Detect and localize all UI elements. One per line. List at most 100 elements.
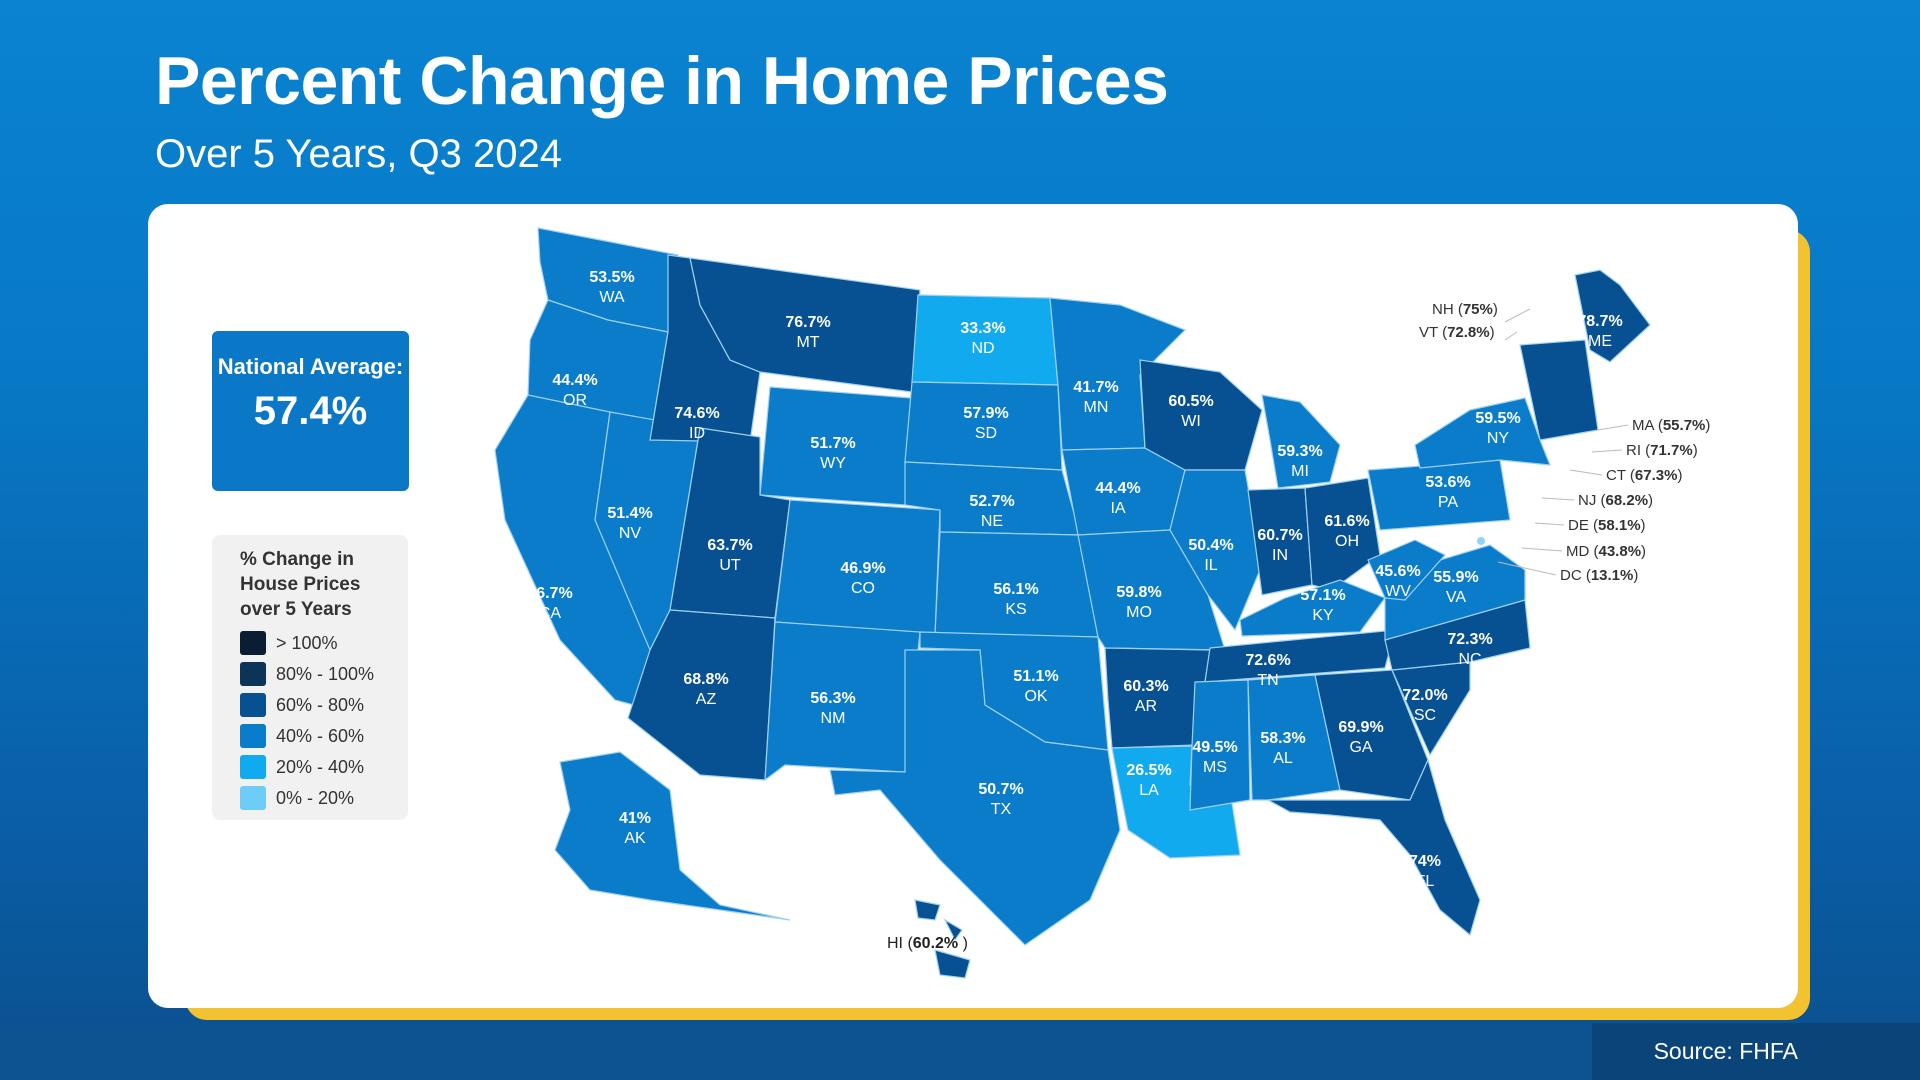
state-value-mi: 59.3% bbox=[1277, 443, 1322, 460]
page-title: Percent Change in Home Prices bbox=[155, 43, 1169, 119]
state-abbr-in: IN bbox=[1272, 547, 1288, 564]
state-value-ga: 69.9% bbox=[1338, 719, 1383, 736]
page-subtitle: Over 5 Years, Q3 2024 bbox=[155, 132, 562, 176]
state-value-ne: 52.7% bbox=[969, 493, 1014, 510]
state-shape-il bbox=[1169, 469, 1263, 632]
state-shape-me bbox=[1574, 269, 1651, 363]
state-value-wi: 60.5% bbox=[1168, 393, 1213, 410]
state-value-wy: 51.7% bbox=[810, 435, 855, 452]
state-shape-al bbox=[1247, 674, 1341, 801]
state-shape-mt bbox=[689, 257, 921, 393]
state-value-sd: 57.9% bbox=[963, 405, 1008, 422]
state-abbr-wv: WV bbox=[1385, 583, 1411, 600]
callout-label-de: DE (58.1%) bbox=[1568, 517, 1646, 534]
state-abbr-nm: NM bbox=[821, 710, 846, 727]
state-abbr-oh: OH bbox=[1335, 533, 1359, 550]
state-value-il: 50.4% bbox=[1188, 537, 1233, 554]
state-value-sc: 72.0% bbox=[1402, 687, 1447, 704]
state-value-wv: 45.6% bbox=[1375, 563, 1420, 580]
callout-leader-dc bbox=[1497, 561, 1557, 576]
state-abbr-ny: NY bbox=[1487, 430, 1510, 447]
state-abbr-sd: SD bbox=[975, 425, 997, 442]
state-abbr-nv: NV bbox=[619, 525, 642, 542]
state-abbr-nc: NC bbox=[1458, 651, 1481, 668]
callout-leader-ct bbox=[1569, 469, 1603, 476]
legend-label: 0% - 20% bbox=[276, 788, 355, 808]
state-abbr-il: IL bbox=[1204, 557, 1217, 574]
legend-swatch bbox=[240, 662, 266, 686]
state-value-mt: 76.7% bbox=[785, 314, 830, 331]
state-abbr-fl: FL bbox=[1416, 873, 1435, 890]
state-value-nm: 56.3% bbox=[810, 690, 855, 707]
state-abbr-ia: IA bbox=[1110, 500, 1125, 517]
state-abbr-la: LA bbox=[1139, 782, 1159, 799]
state-value-me: 78.7% bbox=[1577, 313, 1622, 330]
legend-label: 20% - 40% bbox=[276, 757, 365, 777]
callout-label-ma: MA (55.7%) bbox=[1632, 417, 1710, 434]
state-shape-ny bbox=[1414, 397, 1551, 469]
callout-leader-nh bbox=[1504, 308, 1531, 323]
state-value-mo: 59.8% bbox=[1116, 584, 1161, 601]
state-abbr-co: CO bbox=[851, 580, 875, 597]
state-value-ar: 60.3% bbox=[1123, 678, 1168, 695]
state-value-oh: 61.6% bbox=[1324, 513, 1369, 530]
national-average-box: National Average: 57.4% bbox=[212, 331, 409, 491]
source-credit: Source: FHFA bbox=[1653, 1038, 1798, 1064]
state-value-ca: 46.7% bbox=[527, 585, 572, 602]
callout-label-ri: RI (71.7%) bbox=[1626, 442, 1698, 459]
national-average-label: National Average: bbox=[217, 354, 404, 379]
state-abbr-mo: MO bbox=[1126, 604, 1152, 621]
national-average-value: 57.4% bbox=[253, 389, 368, 433]
legend-label: 40% - 60% bbox=[276, 726, 365, 746]
state-abbr-ga: GA bbox=[1349, 739, 1372, 756]
callout-label-dc: DC (13.1%) bbox=[1560, 567, 1638, 584]
state-abbr-or: OR bbox=[563, 392, 587, 409]
state-abbr-id: ID bbox=[689, 425, 705, 442]
state-value-fl: 74% bbox=[1409, 853, 1441, 870]
state-shape-ms bbox=[1189, 679, 1251, 811]
state-shape-mi bbox=[1261, 394, 1341, 489]
state-value-ms: 49.5% bbox=[1192, 739, 1237, 756]
state-value-ut: 63.7% bbox=[707, 537, 752, 554]
state-abbr-wa: WA bbox=[599, 289, 625, 306]
callout-leader-de bbox=[1534, 522, 1565, 526]
state-shape-tn bbox=[1204, 629, 1396, 683]
callout-label-vt: VT (72.8%) bbox=[1419, 324, 1495, 341]
callout-label-ct: CT (67.3%) bbox=[1606, 467, 1682, 484]
map-legend: % Change in House Prices over 5 Years > … bbox=[212, 535, 408, 820]
state-value-la: 26.5% bbox=[1126, 762, 1171, 779]
legend-label: > 100% bbox=[276, 633, 338, 653]
state-abbr-pa: PA bbox=[1438, 494, 1458, 511]
state-value-nv: 51.4% bbox=[607, 505, 652, 522]
state-value-co: 46.9% bbox=[840, 560, 885, 577]
state-shape-wv bbox=[1367, 539, 1446, 601]
state-value-tx: 50.7% bbox=[978, 781, 1023, 798]
state-value-in: 60.7% bbox=[1257, 527, 1302, 544]
state-value-mn: 41.7% bbox=[1073, 379, 1118, 396]
legend-swatch bbox=[240, 786, 266, 810]
state-abbr-ok: OK bbox=[1024, 688, 1047, 705]
state-shape-wi bbox=[1139, 359, 1263, 471]
legend-swatch bbox=[240, 693, 266, 717]
state-value-ak: 41% bbox=[619, 810, 651, 827]
state-abbr-tn: TN bbox=[1257, 672, 1278, 689]
state-abbr-mi: MI bbox=[1291, 463, 1309, 480]
state-shape-oh bbox=[1304, 477, 1381, 591]
callout-leader-vt bbox=[1504, 331, 1518, 341]
legend-swatch bbox=[240, 724, 266, 748]
state-value-ia: 44.4% bbox=[1095, 480, 1140, 497]
state-abbr-tx: TX bbox=[991, 801, 1012, 818]
legend-swatch bbox=[240, 631, 266, 655]
callout-label-nh: NH (75%) bbox=[1432, 301, 1498, 318]
state-value-tn: 72.6% bbox=[1245, 652, 1290, 669]
state-label-hi: HI (60.2% ) bbox=[887, 935, 968, 952]
callout-leader-ri bbox=[1591, 449, 1623, 453]
state-value-wa: 53.5% bbox=[589, 269, 634, 286]
callout-leader-md bbox=[1521, 547, 1563, 552]
state-abbr-az: AZ bbox=[696, 691, 717, 708]
state-value-az: 68.8% bbox=[683, 671, 728, 688]
state-value-ok: 51.1% bbox=[1013, 668, 1058, 685]
state-abbr-ms: MS bbox=[1203, 759, 1227, 776]
state-abbr-ar: AR bbox=[1135, 698, 1157, 715]
